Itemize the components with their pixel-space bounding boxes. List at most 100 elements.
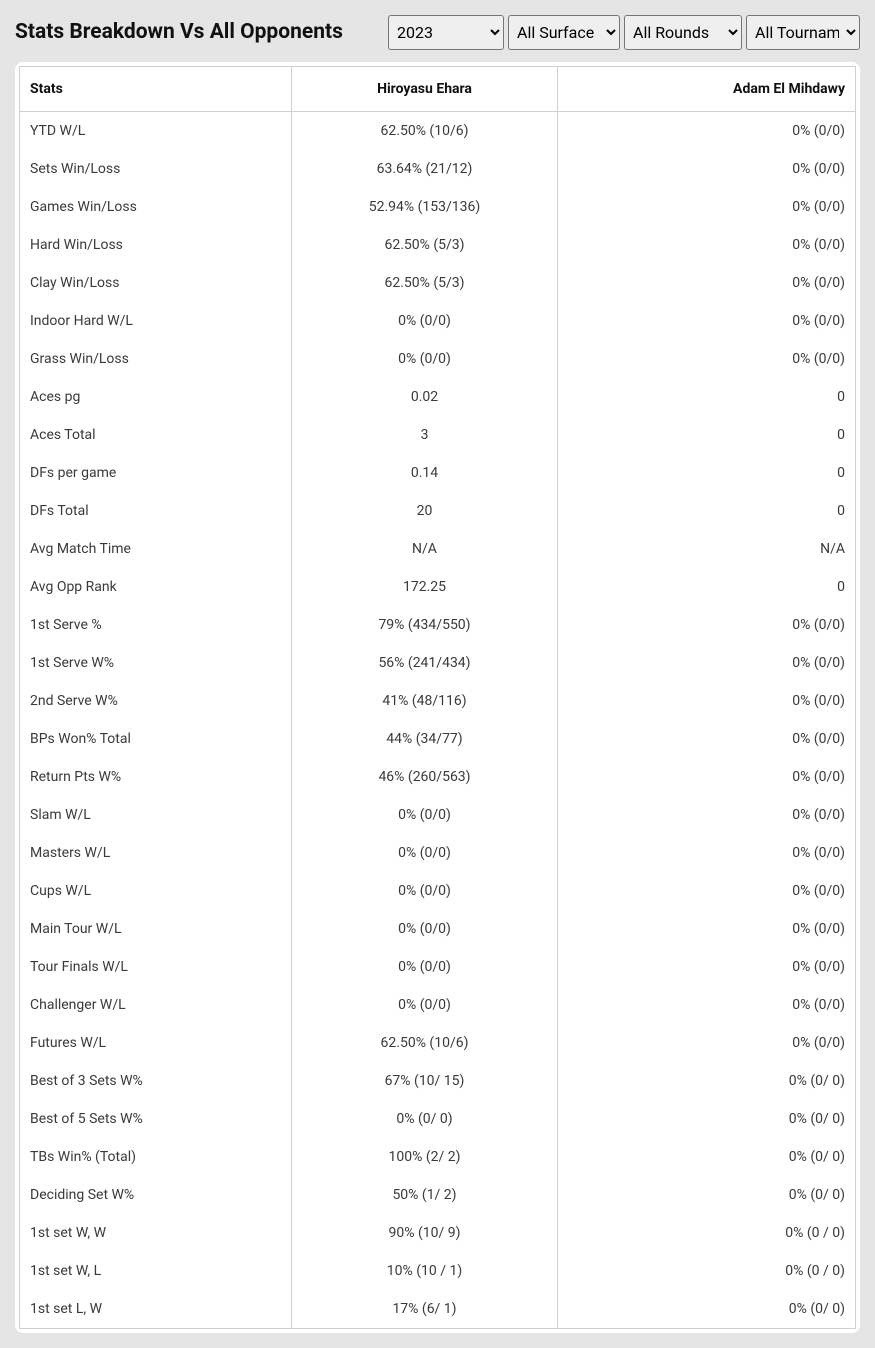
table-row: YTD W/L62.50% (10/6)0% (0/0) [20,112,856,151]
player2-value-cell: 0% (0/0) [558,948,856,986]
player2-value-cell: 0% (0/ 0) [558,1138,856,1176]
player1-value-cell: 56% (241/434) [292,644,558,682]
player2-value-cell: 0% (0/0) [558,264,856,302]
page-header: Stats Breakdown Vs All Opponents 2023 Al… [0,0,875,62]
filters-group: 2023 All Surface All Rounds All Tourname… [388,15,860,50]
player2-value-cell: N/A [558,530,856,568]
player1-value-cell: 0% (0/0) [292,948,558,986]
player2-value-cell: 0% (0/0) [558,796,856,834]
table-row: DFs per game0.140 [20,454,856,492]
table-row: 1st Serve W%56% (241/434)0% (0/0) [20,644,856,682]
player1-value-cell: 0% (0/ 0) [292,1100,558,1138]
player1-value-cell: 62.50% (10/6) [292,1024,558,1062]
table-row: Clay Win/Loss62.50% (5/3)0% (0/0) [20,264,856,302]
stat-name-cell: Games Win/Loss [20,188,292,226]
column-header-stats: Stats [20,67,292,112]
table-row: Aces pg0.020 [20,378,856,416]
stat-name-cell: Challenger W/L [20,986,292,1024]
player2-value-cell: 0% (0/0) [558,1024,856,1062]
table-row: Tour Finals W/L0% (0/0)0% (0/0) [20,948,856,986]
table-row: Hard Win/Loss62.50% (5/3)0% (0/0) [20,226,856,264]
player2-value-cell: 0% (0/ 0) [558,1100,856,1138]
table-row: Main Tour W/L0% (0/0)0% (0/0) [20,910,856,948]
table-row: Futures W/L62.50% (10/6)0% (0/0) [20,1024,856,1062]
player2-value-cell: 0% (0/ 0) [558,1290,856,1329]
player1-value-cell: 0.02 [292,378,558,416]
table-row: Indoor Hard W/L0% (0/0)0% (0/0) [20,302,856,340]
player1-value-cell: 100% (2/ 2) [292,1138,558,1176]
table-row: BPs Won% Total44% (34/77)0% (0/0) [20,720,856,758]
player1-value-cell: 62.50% (5/3) [292,226,558,264]
stats-table-wrapper: Stats Hiroyasu Ehara Adam El Mihdawy YTD… [15,62,860,1333]
stat-name-cell: Aces Total [20,416,292,454]
player2-value-cell: 0% (0/0) [558,834,856,872]
stat-name-cell: Best of 3 Sets W% [20,1062,292,1100]
table-row: Deciding Set W%50% (1/ 2)0% (0/ 0) [20,1176,856,1214]
stat-name-cell: TBs Win% (Total) [20,1138,292,1176]
player2-value-cell: 0 [558,454,856,492]
player1-value-cell: 10% (10 / 1) [292,1252,558,1290]
stat-name-cell: DFs per game [20,454,292,492]
player2-value-cell: 0 [558,492,856,530]
player2-value-cell: 0% (0/0) [558,720,856,758]
stat-name-cell: Cups W/L [20,872,292,910]
table-row: 1st set W, W90% (10/ 9)0% (0 / 0) [20,1214,856,1252]
rounds-select[interactable]: All Rounds [624,15,742,50]
stat-name-cell: 2nd Serve W% [20,682,292,720]
table-row: Best of 5 Sets W%0% (0/ 0)0% (0/ 0) [20,1100,856,1138]
player2-value-cell: 0% (0 / 0) [558,1214,856,1252]
table-row: 1st set L, W17% (6/ 1)0% (0/ 0) [20,1290,856,1329]
stat-name-cell: Avg Opp Rank [20,568,292,606]
column-header-player1: Hiroyasu Ehara [292,67,558,112]
player2-value-cell: 0% (0/0) [558,872,856,910]
page-title: Stats Breakdown Vs All Opponents [15,19,343,46]
player2-value-cell: 0 [558,568,856,606]
table-row: Aces Total30 [20,416,856,454]
table-row: Challenger W/L0% (0/0)0% (0/0) [20,986,856,1024]
year-select[interactable]: 2023 [388,15,504,50]
stat-name-cell: Aces pg [20,378,292,416]
player2-value-cell: 0% (0/0) [558,606,856,644]
player1-value-cell: 79% (434/550) [292,606,558,644]
player2-value-cell: 0% (0/0) [558,682,856,720]
stat-name-cell: 1st set L, W [20,1290,292,1329]
player1-value-cell: 17% (6/ 1) [292,1290,558,1329]
table-row: DFs Total200 [20,492,856,530]
player2-value-cell: 0 [558,378,856,416]
tournaments-select[interactable]: All Tournaments [746,15,860,50]
stat-name-cell: 1st set W, W [20,1214,292,1252]
table-row: Cups W/L0% (0/0)0% (0/0) [20,872,856,910]
player1-value-cell: 0% (0/0) [292,910,558,948]
stat-name-cell: Avg Match Time [20,530,292,568]
stat-name-cell: Deciding Set W% [20,1176,292,1214]
table-row: Avg Opp Rank172.250 [20,568,856,606]
surface-select[interactable]: All Surface [508,15,620,50]
table-row: Slam W/L0% (0/0)0% (0/0) [20,796,856,834]
table-row: 2nd Serve W%41% (48/116)0% (0/0) [20,682,856,720]
player2-value-cell: 0% (0/0) [558,986,856,1024]
stat-name-cell: Sets Win/Loss [20,150,292,188]
stat-name-cell: DFs Total [20,492,292,530]
player2-value-cell: 0% (0/0) [558,112,856,151]
column-header-player2: Adam El Mihdawy [558,67,856,112]
player1-value-cell: 3 [292,416,558,454]
stat-name-cell: Hard Win/Loss [20,226,292,264]
player1-value-cell: 0% (0/0) [292,834,558,872]
stat-name-cell: 1st Serve W% [20,644,292,682]
stat-name-cell: BPs Won% Total [20,720,292,758]
player1-value-cell: 20 [292,492,558,530]
stat-name-cell: Main Tour W/L [20,910,292,948]
player2-value-cell: 0 [558,416,856,454]
table-row: Best of 3 Sets W%67% (10/ 15)0% (0/ 0) [20,1062,856,1100]
stat-name-cell: Tour Finals W/L [20,948,292,986]
player2-value-cell: 0% (0 / 0) [558,1252,856,1290]
player1-value-cell: 90% (10/ 9) [292,1214,558,1252]
player1-value-cell: 62.50% (10/6) [292,112,558,151]
player2-value-cell: 0% (0/0) [558,188,856,226]
player1-value-cell: 172.25 [292,568,558,606]
player1-value-cell: 0% (0/0) [292,872,558,910]
player1-value-cell: 67% (10/ 15) [292,1062,558,1100]
player1-value-cell: 46% (260/563) [292,758,558,796]
player1-value-cell: 0% (0/0) [292,340,558,378]
player1-value-cell: 0.14 [292,454,558,492]
